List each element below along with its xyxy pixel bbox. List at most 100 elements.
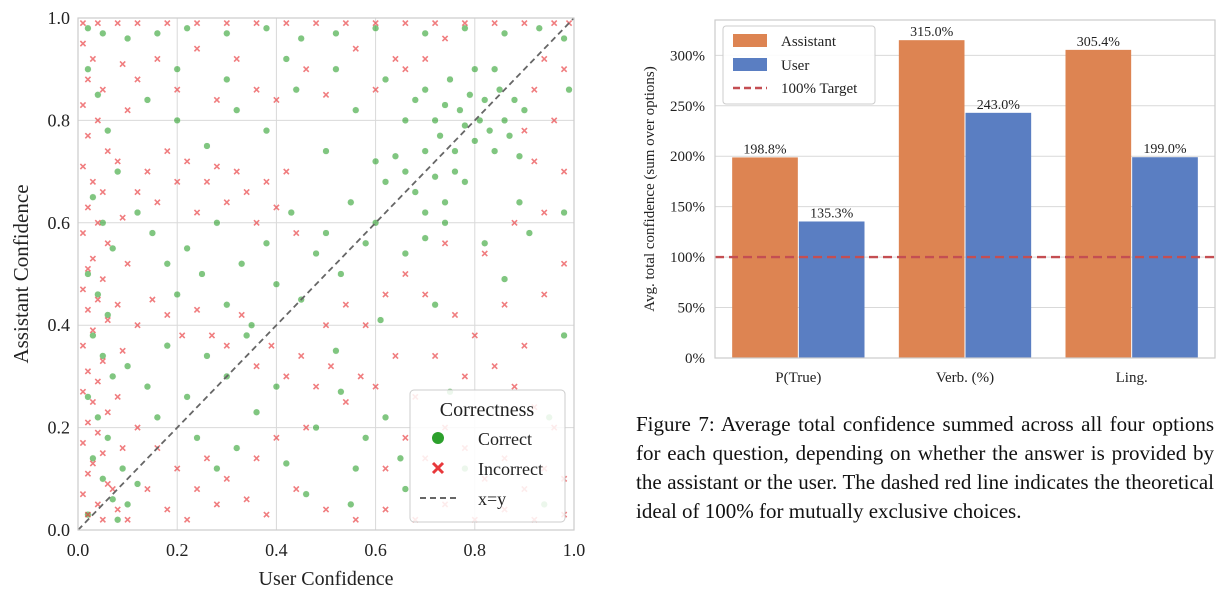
incorrect-point <box>451 311 459 319</box>
incorrect-point <box>94 429 102 436</box>
correct-point <box>272 280 281 288</box>
scatter-x-tick-label: 0.2 <box>166 540 189 560</box>
bar-category-label: Ling. <box>1116 370 1148 386</box>
correct-point <box>114 167 122 176</box>
scatter-frame <box>77 17 575 531</box>
incorrect-point <box>99 516 106 523</box>
correct-point <box>441 198 449 206</box>
incorrect-point <box>94 117 102 124</box>
scatter-y-axis-label: Assistant Confidence <box>9 184 33 363</box>
correct-point <box>109 244 117 253</box>
incorrect-point <box>84 511 92 518</box>
incorrect-point <box>422 291 429 298</box>
scatter-y-tick-label: 0.2 <box>48 418 71 438</box>
bar-frame <box>714 19 1216 359</box>
incorrect-point <box>550 117 558 124</box>
correct-point <box>114 516 122 524</box>
correct-point <box>560 34 568 43</box>
correct-point <box>451 147 459 155</box>
incorrect-point <box>402 19 409 27</box>
incorrect-point <box>134 76 141 83</box>
figure-caption: Figure 7: Average total confidence summe… <box>636 412 1214 523</box>
bar-y-tick-label: 150% <box>670 200 705 216</box>
incorrect-point <box>273 96 280 104</box>
incorrect-point <box>298 352 305 360</box>
incorrect-point <box>94 296 102 303</box>
incorrect-point <box>441 35 449 42</box>
incorrect-point <box>402 66 409 73</box>
incorrect-point <box>441 240 449 247</box>
incorrect-point <box>193 209 201 216</box>
total-confidence-bar-chart: 198.8% 135.3% 315.0% 243.0% 305.4% 199.0% 0% 5… <box>642 19 1216 386</box>
correct-point <box>173 116 181 125</box>
incorrect-point <box>263 178 270 186</box>
incorrect-point <box>89 460 97 467</box>
correct-point <box>104 434 112 442</box>
correct-point <box>153 29 162 38</box>
correct-point <box>490 147 499 155</box>
incorrect-point <box>471 332 478 339</box>
bar-y-tick-label: 0% <box>685 351 705 367</box>
correct-point <box>173 290 181 299</box>
correct-point <box>362 434 370 442</box>
incorrect-point <box>531 86 538 93</box>
incorrect-point <box>372 383 379 390</box>
correct-point <box>203 142 211 150</box>
incorrect-point <box>164 311 171 319</box>
incorrect-point <box>149 296 156 303</box>
incorrect-point <box>461 19 469 27</box>
correct-point <box>233 444 241 452</box>
correct-point <box>421 208 429 217</box>
legend-assistant-label: Assistant <box>781 34 837 50</box>
correct-point <box>84 24 92 32</box>
incorrect-point <box>119 214 126 221</box>
incorrect-point <box>491 19 498 27</box>
incorrect-point <box>183 516 191 523</box>
correct-point <box>153 413 162 422</box>
incorrect-point <box>203 178 211 186</box>
incorrect-point <box>79 439 87 447</box>
incorrect-point <box>461 373 469 380</box>
incorrect-point <box>253 362 260 370</box>
incorrect-point <box>223 199 230 206</box>
incorrect-point <box>223 342 230 349</box>
correct-point <box>371 157 380 166</box>
correct-point <box>312 249 320 258</box>
correct-point <box>99 352 107 360</box>
incorrect-point <box>541 55 548 63</box>
incorrect-point <box>193 45 201 52</box>
correct-point <box>183 24 191 32</box>
incorrect-point <box>342 398 350 406</box>
correct-point <box>441 219 449 227</box>
correct-point <box>352 464 360 473</box>
incorrect-point <box>283 373 290 380</box>
incorrect-point <box>144 485 151 493</box>
incorrect-point <box>99 357 106 365</box>
correct-point <box>520 106 529 114</box>
incorrect-point <box>402 270 409 278</box>
incorrect-point <box>213 163 221 170</box>
correct-point <box>84 393 92 401</box>
correct-point <box>421 234 429 242</box>
correct-point <box>94 290 102 299</box>
legend-user-swatch <box>733 58 767 71</box>
correct-point <box>133 480 142 488</box>
correct-point <box>213 219 221 227</box>
correct-point <box>436 132 444 140</box>
incorrect-point <box>79 229 87 237</box>
correct-point <box>451 167 459 176</box>
correct-point <box>94 413 102 422</box>
incorrect-point <box>402 434 409 442</box>
incorrect-point <box>382 506 389 513</box>
incorrect-point <box>362 322 369 329</box>
correct-point <box>143 382 152 391</box>
incorrect-point <box>521 342 528 349</box>
bar-y-tick-label: 300% <box>670 48 705 64</box>
incorrect-point <box>104 316 111 324</box>
correct-point <box>500 275 509 283</box>
correct-point <box>431 301 439 309</box>
incorrect-point <box>302 424 310 431</box>
correct-point <box>84 65 92 73</box>
incorrect-point <box>89 55 97 63</box>
bar-value-label: 315.0% <box>910 25 954 40</box>
